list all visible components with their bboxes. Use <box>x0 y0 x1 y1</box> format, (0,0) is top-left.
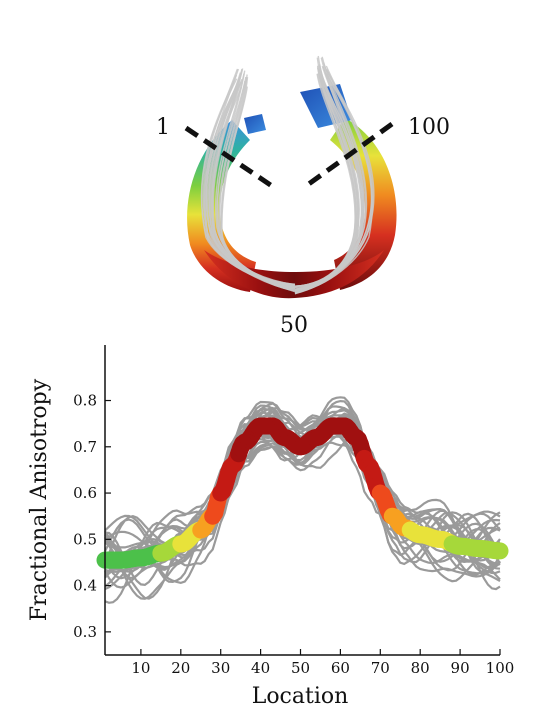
x-tick-label: 40 <box>251 659 270 677</box>
fiber-left <box>204 81 296 292</box>
marker-label-end: 100 <box>408 115 450 140</box>
y-axis-title: Fractional Anisotropy <box>27 378 52 621</box>
x-tick-label: 50 <box>291 659 310 677</box>
fiber-streamlines <box>200 55 375 295</box>
x-tick-label: 60 <box>331 659 350 677</box>
y-tick-label: 0.8 <box>73 392 97 410</box>
x-tick-label: 90 <box>451 659 470 677</box>
fiber-left <box>211 68 296 286</box>
fiber-right <box>294 74 374 289</box>
cut-line-end <box>304 121 394 189</box>
blue-cap-left <box>244 114 266 134</box>
y-tick-label: 0.7 <box>73 438 97 456</box>
y-tick-label: 0.4 <box>73 577 97 595</box>
x-tick-label: 70 <box>371 659 390 677</box>
x-axis-title: Location <box>252 684 349 709</box>
subject-profiles <box>103 396 501 604</box>
fa-line-chart: 0.3 0.4 0.5 0.6 0.7 0.8 10 20 30 40 50 60 70 80 90 100… <box>27 345 514 709</box>
fiber-left <box>208 72 296 286</box>
x-tick-label: 80 <box>411 659 430 677</box>
y-axis-ticks: 0.3 0.4 0.5 0.6 0.7 0.8 <box>73 392 111 641</box>
x-tick-label: 30 <box>211 659 230 677</box>
fiber-left <box>205 84 296 286</box>
x-tick-label: 10 <box>131 659 150 677</box>
fiber-right <box>294 70 360 290</box>
x-tick-label: 100 <box>486 659 515 677</box>
marker-label-middle: 50 <box>280 313 308 338</box>
tract-ring-right <box>330 118 397 290</box>
x-tick-label: 20 <box>171 659 190 677</box>
tract-rendering: 1 100 50 <box>156 55 450 338</box>
tract-ring-bottom <box>204 250 384 299</box>
cut-line-start <box>184 125 274 189</box>
marker-label-start: 1 <box>156 115 170 140</box>
y-tick-label: 0.6 <box>73 484 97 502</box>
y-tick-label: 0.5 <box>73 530 97 548</box>
x-axis-ticks: 10 20 30 40 50 60 70 80 90 100 <box>131 649 514 677</box>
mean-profile <box>96 417 509 569</box>
y-tick-label: 0.3 <box>73 623 97 641</box>
